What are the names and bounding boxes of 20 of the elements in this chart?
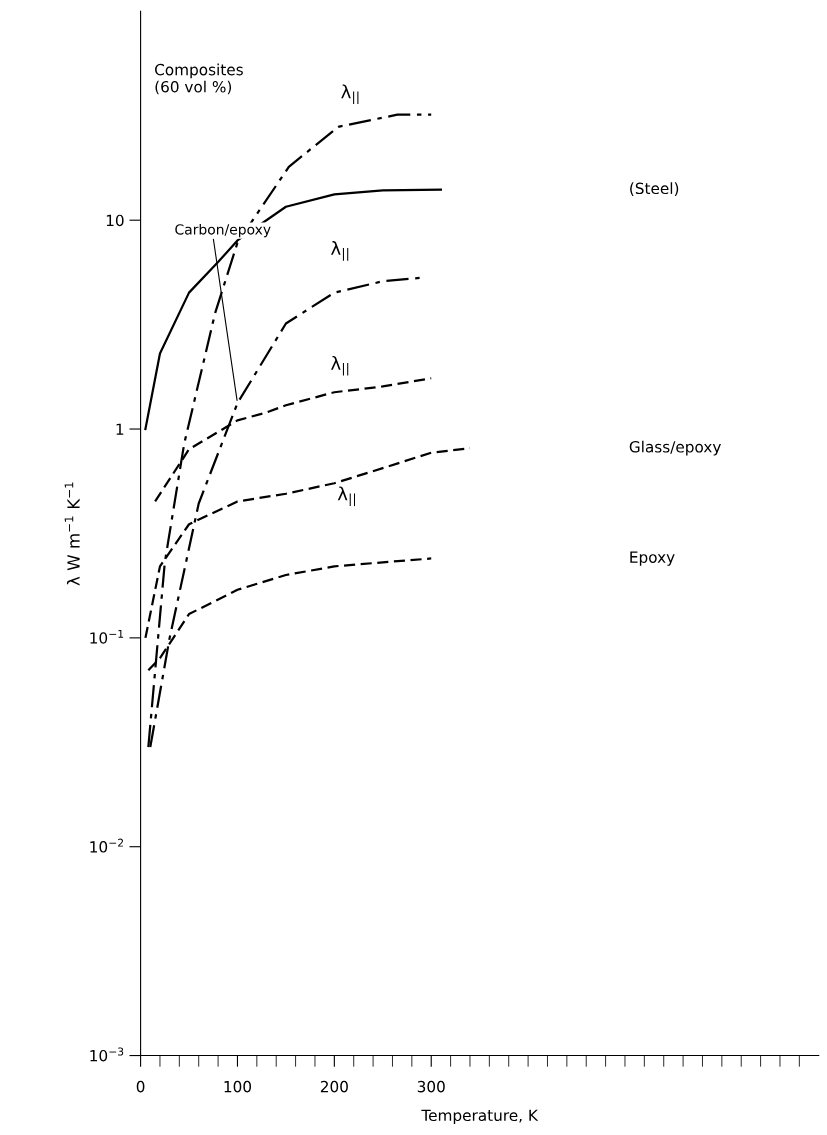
y-tick-label: 1 <box>116 423 124 435</box>
text: Glass/epoxy <box>629 440 721 456</box>
x-tick-label: 300 <box>417 1080 445 1093</box>
annotation: λ$_{||}$ <box>331 355 349 376</box>
text: (Steel) <box>630 182 679 196</box>
annotation: λ$_{||}$ <box>337 486 356 507</box>
y-tick-label: 10$^{−3}$ <box>90 1047 124 1062</box>
y-tick-label: 10$^{−2}$ <box>90 838 123 853</box>
annotation: Composites (60 vol %) <box>155 63 243 95</box>
x-axis-title: Temperature, K <box>421 1109 539 1125</box>
text: Epoxy <box>630 551 675 566</box>
annotation: Carbon/epoxy <box>175 223 271 238</box>
y-tick-label: 10$^{−1}$ <box>90 629 124 644</box>
annotation: λ$_{||}$ <box>341 84 359 105</box>
y-axis-title: λ W m$^{−1}$ K$^{−1}$ <box>64 482 80 586</box>
annotation: λ$_{||}$ <box>331 241 349 261</box>
y-tick-label: 10 <box>106 214 124 227</box>
x-tick-label: 200 <box>320 1080 348 1093</box>
x-tick-label: 0 <box>136 1080 145 1093</box>
x-tick-label: 100 <box>224 1080 252 1093</box>
